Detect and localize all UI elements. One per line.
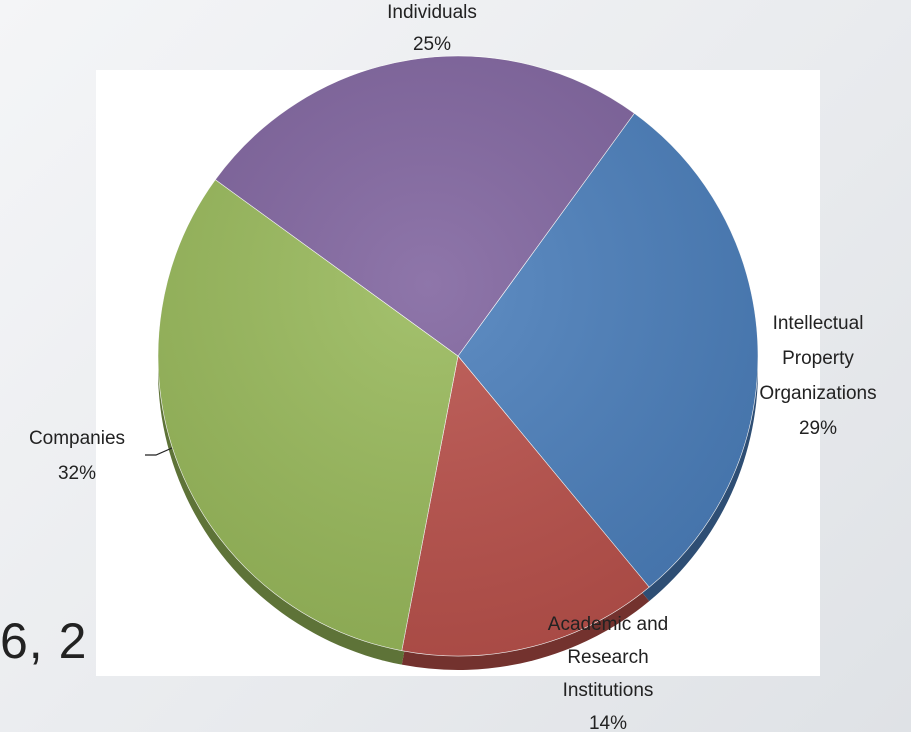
pie-label-academic-and-research-institutions: Academic and Research Institutions 14% [548, 614, 668, 732]
pie-label-line: Academic and [548, 614, 668, 635]
pie-label-companies: Companies 32% [29, 428, 125, 484]
pie-slices [158, 56, 758, 656]
pie-label-individuals: Individuals 25% [387, 2, 477, 55]
pie-label-intellectual-property-organizations: Intellectual Property Organizations 29% [759, 313, 876, 439]
pie-label-line: Research [567, 647, 648, 668]
pie-label-percent: 32% [58, 463, 96, 484]
pie-label-line: Institutions [563, 680, 654, 701]
pie-label-percent: 14% [589, 713, 627, 732]
pie-label-line: Organizations [759, 383, 876, 404]
pie-leader-lines [145, 448, 172, 455]
pie-label-line: Companies [29, 428, 125, 449]
pie-label-percent: 25% [413, 34, 451, 55]
pie-label-percent: 29% [799, 418, 837, 439]
pie-label-line: Intellectual [773, 313, 864, 334]
pie-label-line: Individuals [387, 2, 477, 23]
pie-leader-companies [145, 448, 172, 455]
pie-label-line: Property [782, 348, 854, 369]
